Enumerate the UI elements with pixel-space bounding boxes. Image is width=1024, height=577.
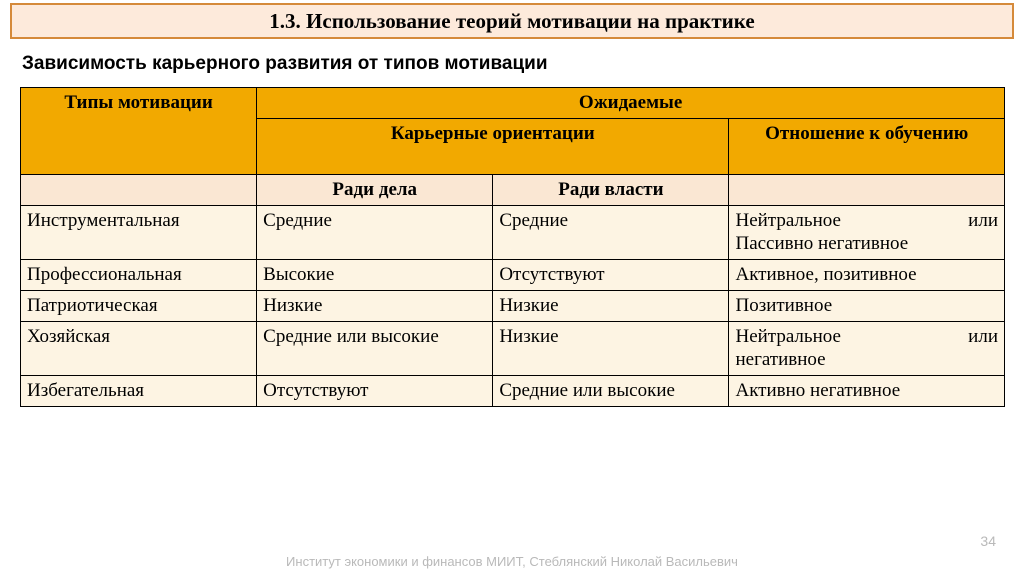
th-for-business: Ради дела [257, 174, 493, 205]
section-title: 1.3. Использование теорий мотивации на п… [269, 9, 754, 33]
section-banner: 1.3. Использование теорий мотивации на п… [10, 3, 1014, 39]
page-number: 34 [980, 533, 996, 549]
th-for-power: Ради власти [493, 174, 729, 205]
cell-c3: Нейтральное илинегативное [729, 321, 1005, 376]
th-expected: Ожидаемые [257, 88, 1005, 119]
cell-c2: Средние [493, 205, 729, 260]
th-learning: Отношение к обучению [729, 118, 1005, 174]
cell-c2: Низкие [493, 321, 729, 376]
table-row: Ради дела Ради власти [21, 174, 1005, 205]
cell-c2: Низкие [493, 290, 729, 321]
cell-c1: Отсутствуют [257, 376, 493, 407]
th-types: Типы мотивации [21, 88, 257, 175]
cell-c3: Нейтральное илиПассивно негативное [729, 205, 1005, 260]
cell-c3-part-b: или [968, 325, 998, 349]
cell-c3: Активное, позитивное [729, 260, 1005, 291]
cell-c3: Позитивное [729, 290, 1005, 321]
cell-c3-part-a: Нейтральное [735, 325, 840, 349]
cell-c3-line2: Пассивно негативное [735, 232, 998, 256]
cell-c1: Низкие [257, 290, 493, 321]
footer-text: Институт экономики и финансов МИИТ, Стеб… [0, 554, 1024, 569]
th-spacer-right [729, 174, 1005, 205]
cell-c3-part-a: Нейтральное [735, 209, 840, 233]
cell-c1: Высокие [257, 260, 493, 291]
table-row: ИнструментальнаяСредниеСредниеНейтрально… [21, 205, 1005, 260]
motivation-table: Типы мотивации Ожидаемые Карьерные ориен… [20, 87, 1005, 407]
cell-c2: Отсутствуют [493, 260, 729, 291]
cell-type: Избегательная [21, 376, 257, 407]
cell-type: Хозяйская [21, 321, 257, 376]
cell-c1: Средние [257, 205, 493, 260]
table-row: ПрофессиональнаяВысокиеОтсутствуютАктивн… [21, 260, 1005, 291]
table-row: ИзбегательнаяОтсутствуютСредние или высо… [21, 376, 1005, 407]
cell-type: Инструментальная [21, 205, 257, 260]
table-row: ХозяйскаяСредние или высокиеНизкиеНейтра… [21, 321, 1005, 376]
cell-c1: Средние или высокие [257, 321, 493, 376]
cell-c3: Активно негативное [729, 376, 1005, 407]
table-row: Типы мотивации Ожидаемые [21, 88, 1005, 119]
cell-type: Профессиональная [21, 260, 257, 291]
cell-c3-part-b: или [968, 209, 998, 233]
table-row: ПатриотическаяНизкиеНизкиеПозитивное [21, 290, 1005, 321]
th-career: Карьерные ориентации [257, 118, 729, 174]
page-subtitle: Зависимость карьерного развития от типов… [22, 53, 1024, 75]
cell-c2: Средние или высокие [493, 376, 729, 407]
th-spacer [21, 174, 257, 205]
cell-type: Патриотическая [21, 290, 257, 321]
cell-c3-line2: негативное [735, 348, 998, 372]
